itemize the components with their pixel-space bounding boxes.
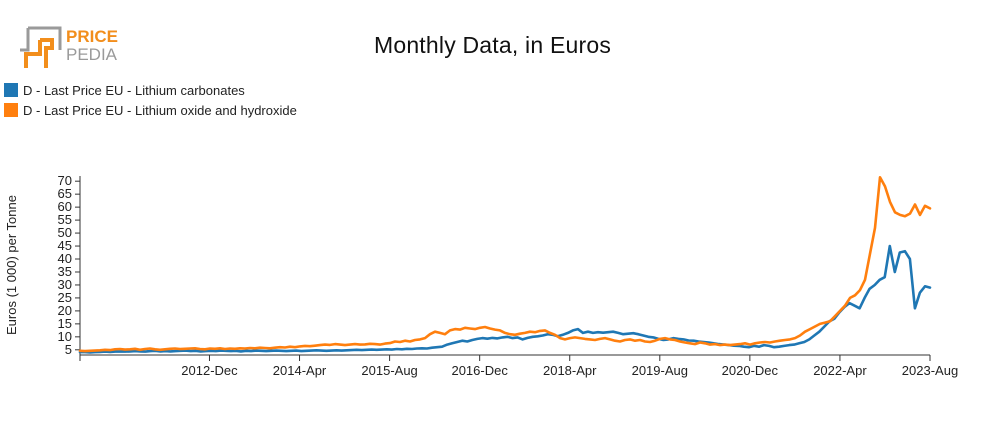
y-tick-label: 25 — [58, 290, 72, 305]
y-tick-label: 15 — [58, 316, 72, 331]
legend-item-lithium-oxide-hydroxide[interactable]: D - Last Price EU - Lithium oxide and hy… — [4, 100, 297, 120]
legend-label-carbonates: D - Last Price EU - Lithium carbonates — [23, 82, 245, 98]
logo-text-price: PRICE — [66, 27, 118, 46]
chart-title: Monthly Data, in Euros — [373, 32, 612, 58]
legend-item-lithium-carbonates[interactable]: D - Last Price EU - Lithium carbonates — [4, 80, 297, 100]
x-axis: 2012-Dec 2014-Apr 2015-Aug 2016-Dec 2018-Apr… — [79, 354, 958, 378]
x-tick-label: 2018-Apr — [543, 363, 597, 378]
x-tick-label: 2019-Aug — [632, 363, 688, 378]
x-tick-label: 2012-Dec — [181, 363, 238, 378]
x-tick-label: 2022-Apr — [813, 363, 867, 378]
y-tick-label: 35 — [58, 264, 72, 279]
legend-swatch-oxide-hydroxide — [4, 103, 18, 117]
y-tick-label: 65 — [58, 186, 72, 201]
y-tick-label: 55 — [58, 212, 72, 227]
logo-mark — [20, 26, 62, 68]
chart-legend: D - Last Price EU - Lithium carbonates D… — [4, 80, 297, 120]
x-tick-label: 2015-Aug — [361, 363, 417, 378]
y-axis-title: Euros (1 000) per Tonne — [4, 195, 19, 335]
y-tick-label: 60 — [58, 199, 72, 214]
series-line-lithium-carbonates[interactable] — [78, 244, 932, 354]
legend-label-oxide-hydroxide: D - Last Price EU - Lithium oxide and hy… — [23, 102, 297, 118]
y-tick-label: 30 — [58, 277, 72, 292]
y-tick-label: 5 — [65, 342, 72, 357]
series-line-lithium-oxide-hydroxide[interactable] — [78, 176, 932, 353]
x-tick-label: 2014-Apr — [273, 363, 327, 378]
y-tick-label: 40 — [58, 251, 72, 266]
y-tick-label: 70 — [58, 173, 72, 188]
x-tick-label: 2016-Dec — [451, 363, 508, 378]
y-tick-label: 20 — [58, 303, 72, 318]
y-tick-label: 10 — [58, 329, 72, 344]
legend-swatch-carbonates — [4, 83, 18, 97]
series-layer — [78, 176, 932, 354]
logo-text-pedia: PEDIA — [66, 45, 118, 64]
x-tick-label: 2023-Aug — [902, 363, 958, 378]
pricepedia-logo: PRICE PEDIA — [20, 26, 118, 68]
x-tick-label: 2020-Dec — [722, 363, 779, 378]
y-tick-label: 50 — [58, 225, 72, 240]
y-tick-label: 45 — [58, 238, 72, 253]
